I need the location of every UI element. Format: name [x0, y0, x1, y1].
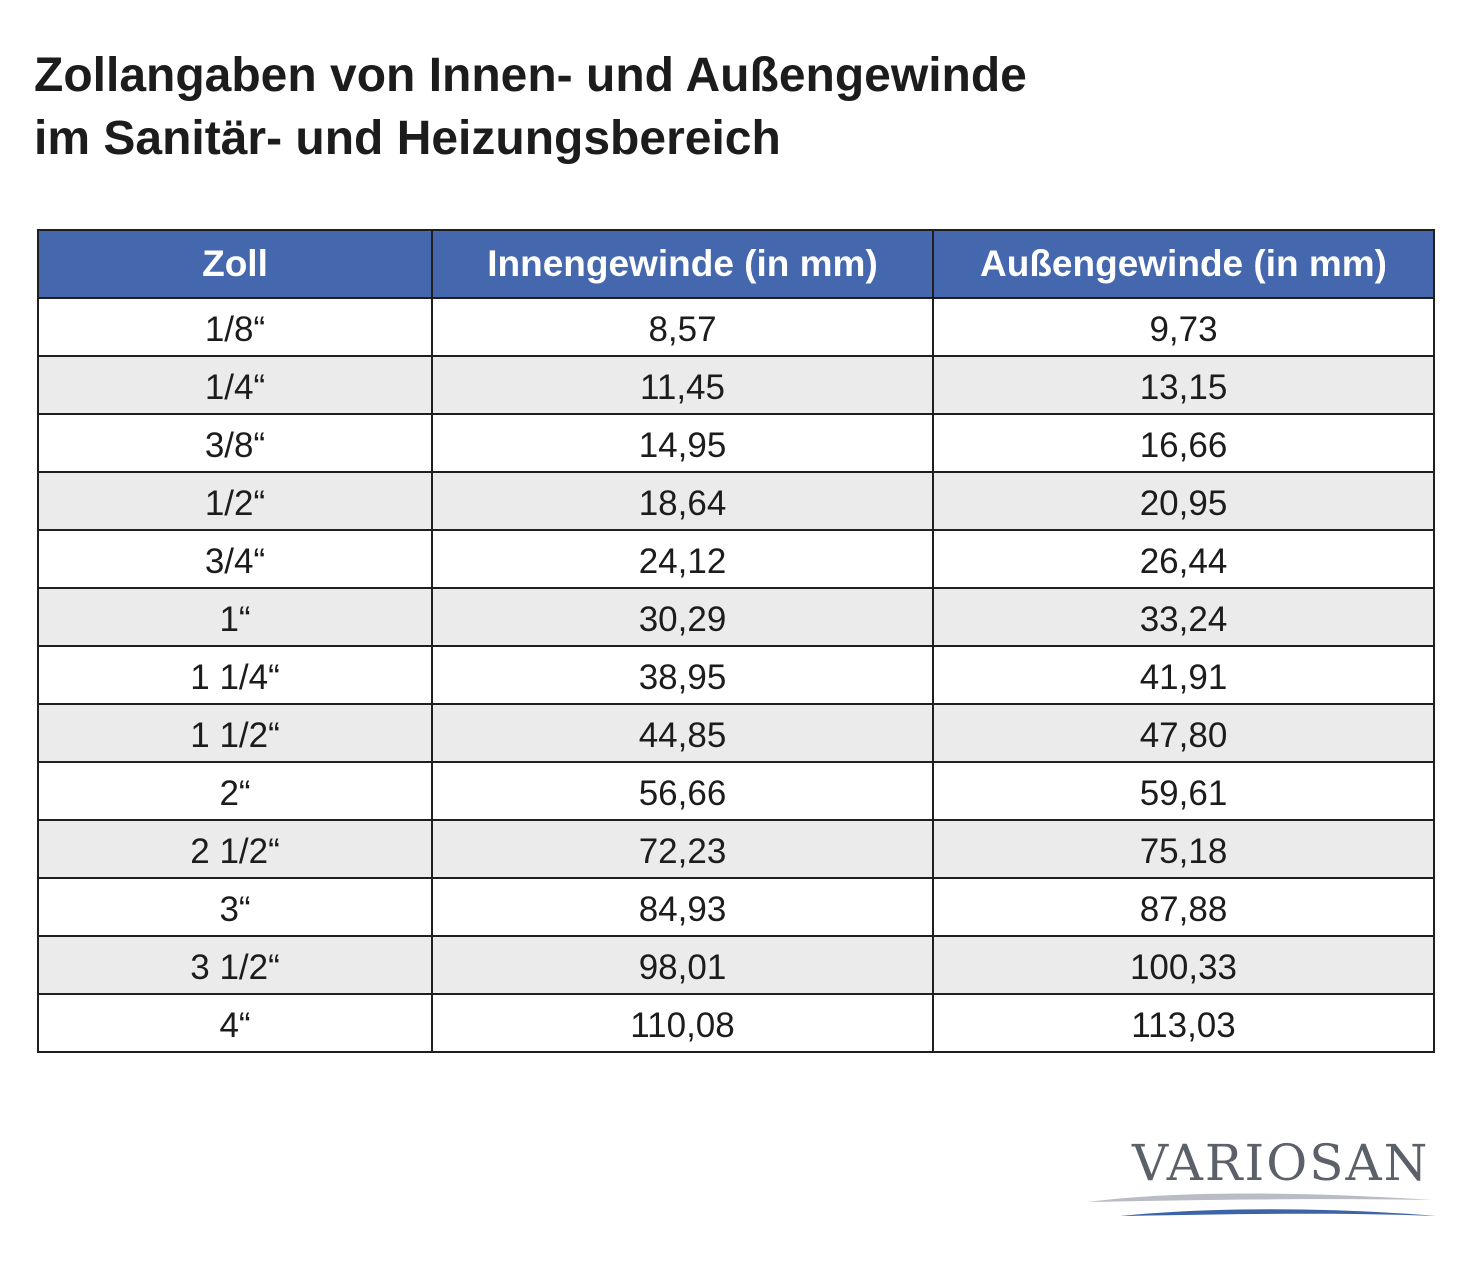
cell-innengewinde: 38,95 [431, 645, 934, 705]
cell-aussengewinde: 75,18 [932, 819, 1435, 879]
column-header-zoll: Zoll [37, 229, 433, 299]
table-row: 1 1/2“ 44,85 47,80 [37, 703, 1435, 763]
cell-innengewinde: 11,45 [431, 355, 934, 415]
logo-wordmark: VARIOSAN [1132, 1134, 1430, 1192]
cell-innengewinde: 30,29 [431, 587, 934, 647]
cell-aussengewinde: 16,66 [932, 413, 1435, 473]
table-row: 4“ 110,08 113,03 [37, 993, 1435, 1053]
cell-innengewinde: 18,64 [431, 471, 934, 531]
cell-zoll: 1 1/2“ [37, 703, 433, 763]
table-row: 1 1/4“ 38,95 41,91 [37, 645, 1435, 705]
logo-swoosh-icon [1088, 1193, 1436, 1216]
cell-innengewinde: 8,57 [431, 297, 934, 357]
cell-zoll: 4“ [37, 993, 433, 1053]
cell-zoll: 1/2“ [37, 471, 433, 531]
table-body: 1/8“ 8,57 9,73 1/4“ 11,45 13,15 3/8“ 14,95 16,66… [37, 297, 1435, 1053]
cell-innengewinde: 24,12 [431, 529, 934, 589]
cell-zoll: 3/8“ [37, 413, 433, 473]
cell-innengewinde: 14,95 [431, 413, 934, 473]
cell-zoll: 1/4“ [37, 355, 433, 415]
variosan-logo: VARIOSAN [1080, 1128, 1440, 1228]
cell-aussengewinde: 113,03 [932, 993, 1435, 1053]
table-row: 2“ 56,66 59,61 [37, 761, 1435, 821]
table-row: 3“ 84,93 87,88 [37, 877, 1435, 937]
title-line-2: im Sanitär- und Heizungsbereich [34, 112, 781, 165]
cell-aussengewinde: 9,73 [932, 297, 1435, 357]
cell-aussengewinde: 47,80 [932, 703, 1435, 763]
cell-aussengewinde: 13,15 [932, 355, 1435, 415]
cell-aussengewinde: 41,91 [932, 645, 1435, 705]
table-row: 3 1/2“ 98,01 100,33 [37, 935, 1435, 995]
cell-zoll: 1 1/4“ [37, 645, 433, 705]
cell-innengewinde: 110,08 [431, 993, 934, 1053]
thread-size-table: Zoll Innengewinde (in mm) Außengewinde (… [37, 229, 1435, 1053]
cell-aussengewinde: 33,24 [932, 587, 1435, 647]
cell-aussengewinde: 26,44 [932, 529, 1435, 589]
cell-innengewinde: 98,01 [431, 935, 934, 995]
column-header-aussengewinde: Außengewinde (in mm) [932, 229, 1435, 299]
table-row: 1“ 30,29 33,24 [37, 587, 1435, 647]
table-row: 1/4“ 11,45 13,15 [37, 355, 1435, 415]
table-row: 3/8“ 14,95 16,66 [37, 413, 1435, 473]
cell-aussengewinde: 20,95 [932, 471, 1435, 531]
cell-aussengewinde: 59,61 [932, 761, 1435, 821]
table-row: 3/4“ 24,12 26,44 [37, 529, 1435, 589]
column-header-innengewinde: Innengewinde (in mm) [431, 229, 934, 299]
table-row: 2 1/2“ 72,23 75,18 [37, 819, 1435, 879]
cell-innengewinde: 44,85 [431, 703, 934, 763]
cell-innengewinde: 84,93 [431, 877, 934, 937]
cell-innengewinde: 56,66 [431, 761, 934, 821]
page-title: Zollangaben von Innen- und Außengewinde … [34, 44, 1027, 170]
cell-zoll: 1“ [37, 587, 433, 647]
cell-zoll: 2 1/2“ [37, 819, 433, 879]
cell-zoll: 3/4“ [37, 529, 433, 589]
table-row: 1/8“ 8,57 9,73 [37, 297, 1435, 357]
cell-aussengewinde: 100,33 [932, 935, 1435, 995]
title-line-1: Zollangaben von Innen- und Außengewinde [34, 49, 1027, 102]
cell-innengewinde: 72,23 [431, 819, 934, 879]
cell-aussengewinde: 87,88 [932, 877, 1435, 937]
table-row: 1/2“ 18,64 20,95 [37, 471, 1435, 531]
cell-zoll: 3 1/2“ [37, 935, 433, 995]
table-header-row: Zoll Innengewinde (in mm) Außengewinde (… [37, 229, 1435, 299]
cell-zoll: 1/8“ [37, 297, 433, 357]
cell-zoll: 2“ [37, 761, 433, 821]
cell-zoll: 3“ [37, 877, 433, 937]
